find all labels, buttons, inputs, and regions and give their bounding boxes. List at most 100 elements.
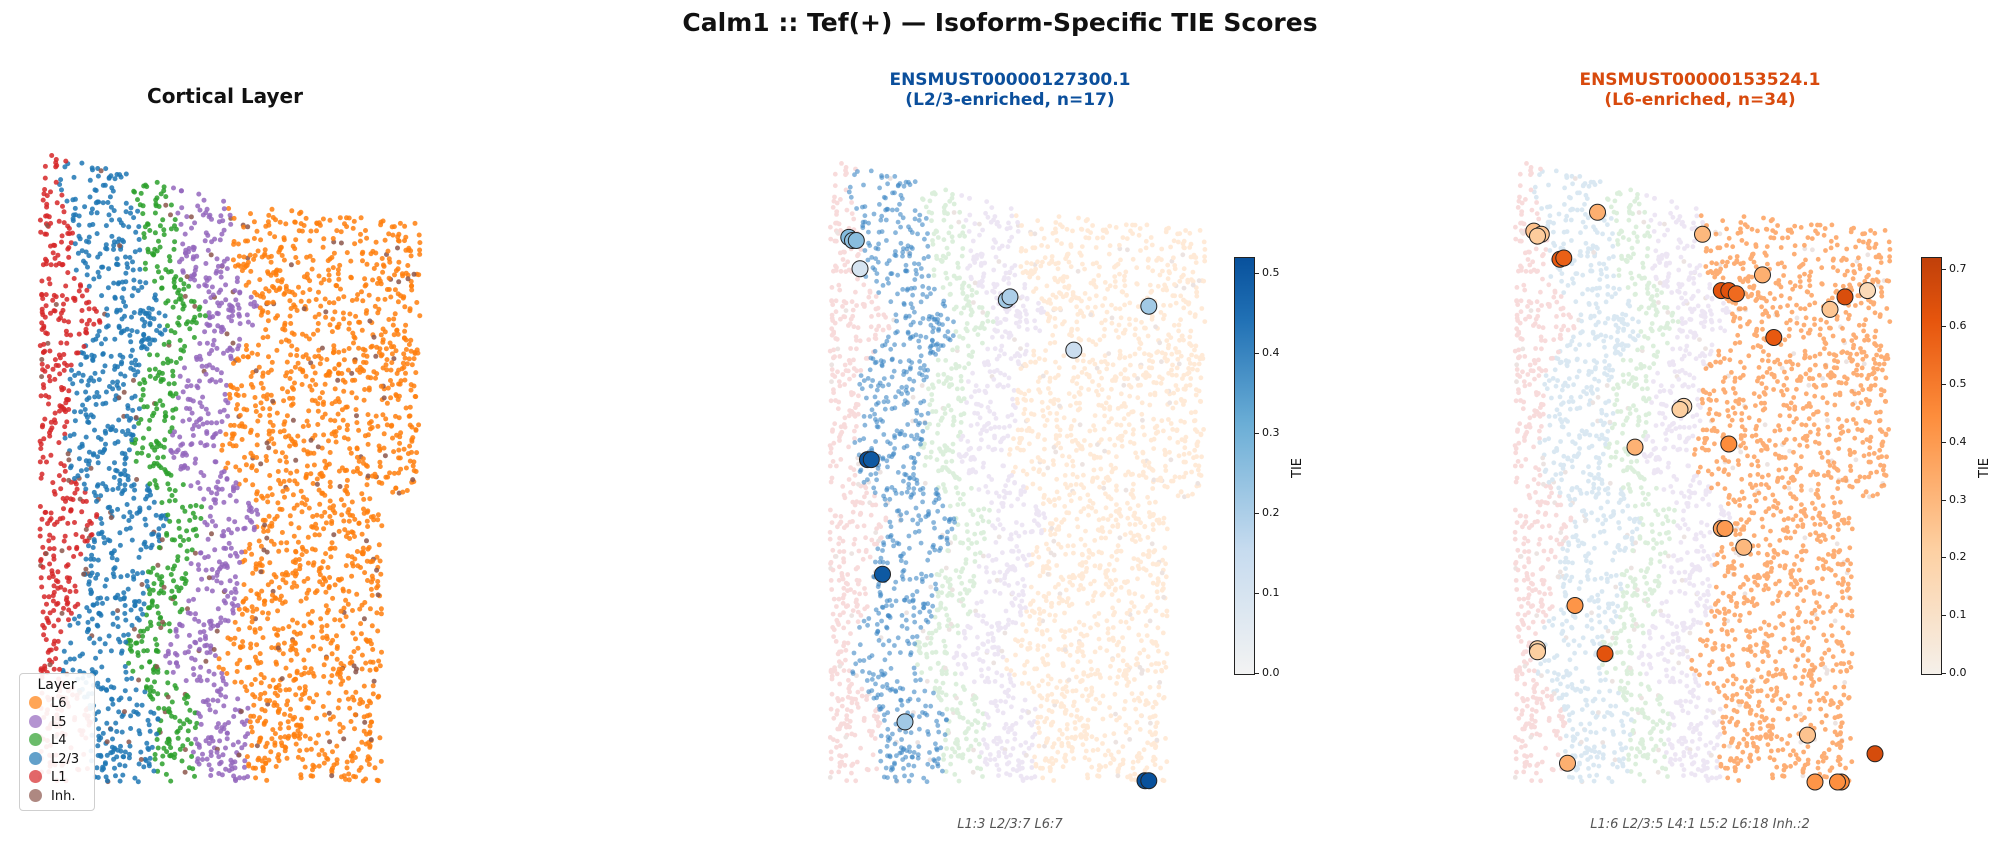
isoform-1-bg-spot bbox=[1044, 417, 1050, 423]
layer-spot bbox=[326, 277, 332, 283]
layer-spot bbox=[301, 438, 307, 444]
layer-spot bbox=[211, 671, 217, 677]
layer-spot bbox=[184, 214, 190, 220]
layer-spot bbox=[389, 382, 395, 388]
layer-spot bbox=[409, 424, 415, 430]
layer-spot bbox=[242, 454, 247, 460]
layer-spot bbox=[202, 633, 208, 639]
layer-spot bbox=[52, 243, 58, 248]
layer-spot bbox=[104, 577, 109, 583]
layer-spot bbox=[266, 354, 271, 360]
isoform-1-bg-spot bbox=[1089, 666, 1094, 672]
layer-spot bbox=[86, 420, 92, 425]
layer-spot bbox=[141, 601, 147, 607]
isoform-1-bg-spot bbox=[1201, 239, 1207, 245]
layer-spot bbox=[190, 510, 196, 516]
isoform-1-bg-spot bbox=[1052, 316, 1058, 321]
isoform-1-bg-spot bbox=[1096, 773, 1102, 779]
layer-spot bbox=[358, 621, 364, 627]
layer-spot bbox=[109, 233, 115, 239]
isoform-1-bg-spot bbox=[993, 540, 999, 545]
layer-spot bbox=[212, 328, 217, 334]
layer-spot bbox=[61, 648, 67, 654]
layer-spot bbox=[53, 656, 59, 662]
layer-spot bbox=[327, 739, 333, 745]
isoform-1-bg-spot bbox=[1150, 561, 1156, 567]
layer-spot bbox=[68, 362, 74, 368]
isoform-1-bg-spot bbox=[828, 446, 834, 451]
layer-spot bbox=[216, 771, 222, 776]
layer-spot bbox=[330, 714, 336, 720]
isoform-1-bg-spot bbox=[869, 537, 875, 543]
isoform-1-bg-spot bbox=[954, 650, 960, 656]
layer-spot bbox=[230, 308, 236, 314]
layer-spot bbox=[310, 670, 316, 676]
layer-spot bbox=[324, 623, 330, 629]
isoform-1-bg-spot bbox=[1157, 680, 1163, 685]
layer-spot bbox=[289, 208, 295, 214]
layer-spot bbox=[41, 325, 47, 331]
layer-spot bbox=[257, 737, 263, 743]
layer-spot bbox=[63, 328, 69, 334]
layer-spot bbox=[397, 434, 403, 440]
isoform-1-bg-spot bbox=[1202, 247, 1208, 252]
isoform-1-bg-spot bbox=[1139, 400, 1145, 406]
layer-spot bbox=[395, 299, 401, 305]
layer-spot bbox=[48, 510, 54, 516]
layer-spot bbox=[213, 709, 218, 715]
layer-spot bbox=[162, 437, 168, 443]
layer-spot bbox=[281, 428, 287, 434]
layer-spot bbox=[121, 299, 127, 305]
layer-spot bbox=[84, 538, 90, 544]
layer-spot bbox=[101, 535, 107, 540]
isoform-1-bg-spot bbox=[1168, 244, 1173, 250]
isoform-1-bg-spot bbox=[1047, 390, 1053, 396]
isoform-1-bg-spot bbox=[851, 373, 857, 378]
layer-spot bbox=[173, 391, 179, 397]
layer-spot bbox=[385, 385, 391, 391]
layer-spot bbox=[404, 488, 410, 493]
layer-spot bbox=[41, 632, 47, 638]
layer-spot bbox=[51, 608, 57, 613]
layer-spot bbox=[145, 583, 150, 589]
layer-spot bbox=[319, 390, 325, 396]
layer-spot bbox=[121, 389, 127, 395]
layer-spot bbox=[152, 478, 158, 484]
layer-spot bbox=[373, 413, 379, 419]
layer-spot bbox=[165, 481, 171, 487]
layer-spot bbox=[204, 586, 210, 592]
layer-spot bbox=[267, 698, 273, 704]
layer-spot bbox=[380, 365, 386, 371]
isoform-1-bg-spot bbox=[1146, 510, 1152, 515]
layer-spot bbox=[86, 306, 92, 312]
layer-spot bbox=[76, 213, 82, 219]
layer-spot bbox=[192, 550, 198, 556]
layer-spot bbox=[289, 343, 295, 349]
layer-spot bbox=[177, 534, 183, 540]
layer-spot bbox=[209, 518, 215, 524]
layer-spot bbox=[345, 491, 351, 497]
layer-spot bbox=[104, 306, 110, 312]
layer-spot bbox=[190, 666, 196, 672]
layer-spot bbox=[186, 598, 192, 604]
layer-spot bbox=[133, 357, 138, 363]
layer-spot bbox=[236, 253, 242, 259]
layer-spot bbox=[363, 310, 369, 316]
isoform-1-bg-spot bbox=[839, 754, 845, 759]
layer-spot bbox=[239, 745, 245, 751]
layer-spot bbox=[142, 266, 148, 272]
layer-spot bbox=[206, 668, 212, 674]
isoform-1-bg-spot bbox=[967, 195, 972, 201]
layer-spot bbox=[272, 742, 278, 748]
layer-spot bbox=[329, 329, 335, 335]
layer-spot bbox=[417, 313, 423, 319]
panel-title-isoform-2: ENSMUST00000153524.1 (L6-enriched, n=34) bbox=[1490, 70, 1910, 110]
layer-spot bbox=[306, 408, 312, 414]
layer-spot bbox=[331, 250, 337, 256]
layer-spot bbox=[294, 651, 300, 657]
layer-spot bbox=[61, 605, 66, 611]
layer-spot bbox=[235, 696, 241, 702]
isoform-1-bg-spot bbox=[1004, 761, 1010, 767]
isoform-1-bg-spot bbox=[829, 520, 835, 525]
layer-spot bbox=[283, 337, 289, 343]
